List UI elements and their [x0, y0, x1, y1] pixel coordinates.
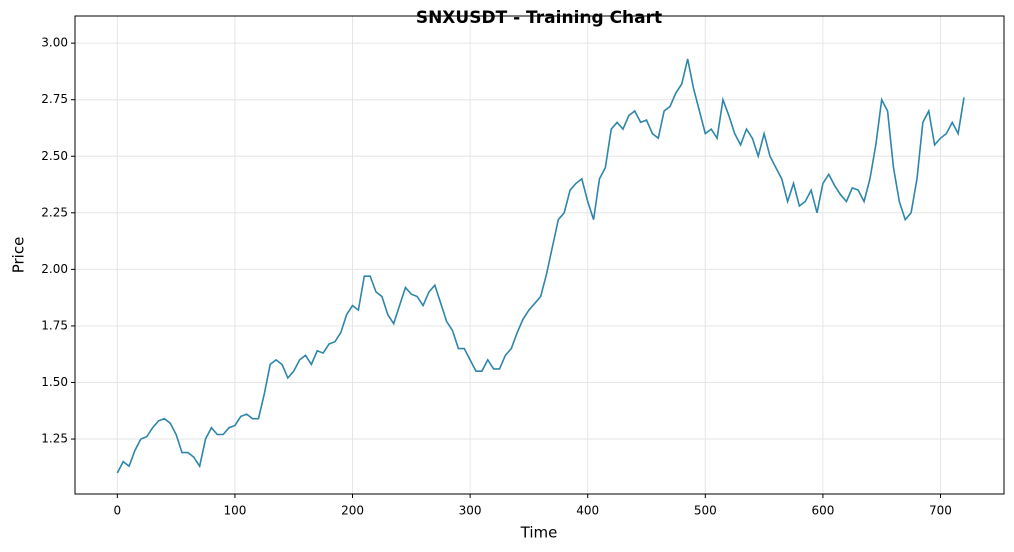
- y-tick-label: 3.00: [41, 36, 68, 50]
- y-tick-label: 2.25: [41, 205, 68, 219]
- y-axis-label: Price: [10, 237, 28, 274]
- x-axis-label: Time: [520, 524, 558, 542]
- y-tick-label: 1.25: [41, 432, 68, 446]
- x-tick-label: 700: [929, 504, 952, 518]
- x-tick-label: 400: [576, 504, 599, 518]
- y-tick-label: 2.00: [41, 262, 68, 276]
- x-tick-label: 200: [341, 504, 364, 518]
- x-tick-label: 500: [694, 504, 717, 518]
- y-tick-label: 1.75: [41, 318, 68, 332]
- x-tick-label: 0: [114, 504, 122, 518]
- x-tick-label: 600: [811, 504, 834, 518]
- x-tick-label: 100: [223, 504, 246, 518]
- price-line: [116, 58, 965, 474]
- y-tick-label: 1.50: [41, 375, 68, 389]
- x-tick-label: 300: [459, 504, 482, 518]
- chart-title: SNXUSDT - Training Chart: [416, 8, 662, 28]
- plot-frame: [74, 15, 1005, 495]
- y-tick-label: 2.50: [41, 149, 68, 163]
- y-tick-label: 2.75: [41, 92, 68, 106]
